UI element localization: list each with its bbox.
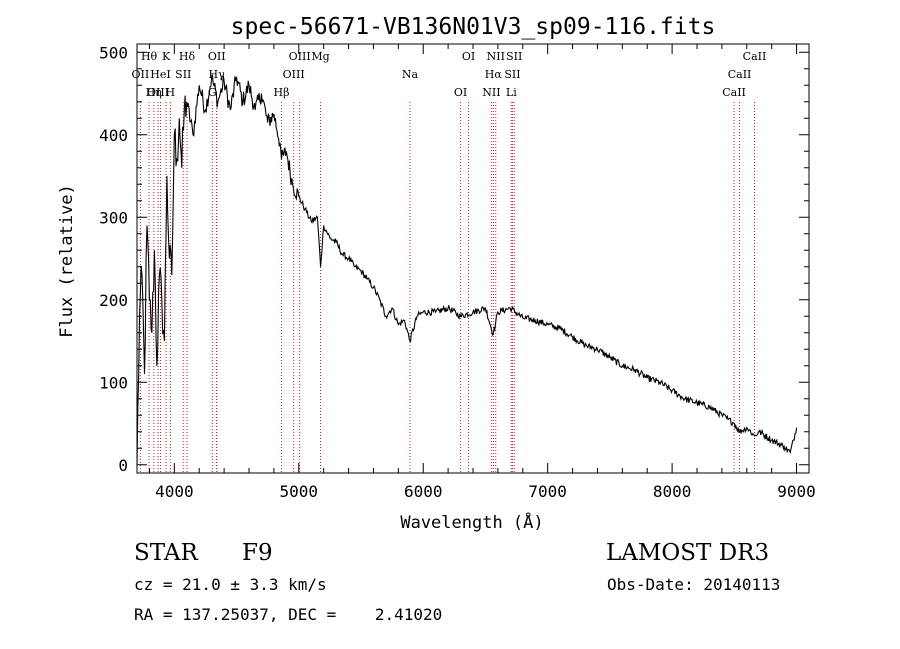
spectral-line-label-5: Hη: [146, 86, 162, 99]
x-tick-label-0: 4000: [155, 482, 194, 501]
spectral-line-label-0: Hθ: [141, 50, 158, 63]
spectral-line-label-12: OIII: [289, 50, 311, 63]
y-tick-label-0: 0: [118, 456, 128, 475]
obs-date: Obs-Date: 20140113: [607, 575, 781, 594]
x-axis-label: Wavelength (Å): [400, 511, 543, 533]
spectral-line-label-19: Hα: [485, 68, 503, 81]
spectral-line-label-24: SII: [506, 50, 522, 63]
y-tick-label-4: 400: [99, 126, 128, 145]
redshift-cz: cz = 21.0 ± 3.3 km/s: [134, 575, 327, 594]
spectral-line-label-14: Hβ: [274, 86, 290, 99]
spectral-line-label-11: G: [208, 86, 217, 99]
spectral-line-label-1: OII: [132, 68, 150, 81]
spectral-lines-layer: HθOIIOIIIKHeIHηHδSIIHOIIHγGOIIIOIIIHβMgN…: [132, 50, 767, 473]
plot-frame: [136, 43, 810, 474]
spectral-line-label-27: CaII: [743, 50, 767, 63]
spectral-line-label-4: HeI: [150, 68, 170, 81]
survey-name: LAMOST DR3: [606, 540, 770, 566]
object-class: STAR: [134, 540, 198, 566]
y-tick-label-3: 300: [99, 208, 128, 227]
spectral-line-label-16: Na: [402, 68, 419, 81]
spectral-line-label-22: SII: [504, 68, 520, 81]
spectral-line-label-7: SII: [175, 68, 191, 81]
series-layer: [136, 74, 798, 465]
spectral-line-label-26: CaII: [722, 86, 746, 99]
x-tick-label-2: 6000: [404, 482, 443, 501]
series-line-0: [136, 74, 798, 465]
spectral-line-label-25: CaII: [728, 68, 752, 81]
axes-layer: 4000 5000 6000 7000 8000 9000 0 100 200 300 400 500: [99, 43, 816, 501]
spectral-line-label-21: NII: [487, 50, 505, 63]
y-tick-label-5: 500: [99, 43, 128, 62]
x-tick-label-4: 8000: [653, 482, 692, 501]
spectral-line-label-20: NII: [482, 86, 500, 99]
x-tick-label-1: 5000: [280, 482, 319, 501]
y-axis-label: Flux (relative): [57, 184, 77, 338]
spectral-line-label-6: Hδ: [179, 50, 196, 63]
x-tick-label-5: 9000: [777, 482, 816, 501]
spectral-line-label-3: K: [162, 50, 171, 63]
spectral-line-label-17: OI: [454, 86, 467, 99]
y-tick-label-1: 100: [99, 373, 128, 392]
spectral-line-label-2: OIII: [147, 86, 169, 99]
spectral-line-label-23: Li: [506, 86, 517, 99]
chart-title: spec-56671-VB136N01V3_sp09-116.fits: [231, 14, 716, 40]
ra-dec: RA = 137.25037, DEC = 2.41020: [134, 605, 443, 624]
spectral-line-label-8: H: [166, 86, 176, 99]
spectral-line-label-9: OII: [208, 50, 226, 63]
spectral-line-label-15: Mg: [311, 50, 329, 63]
spectral-line-label-18: OI: [462, 50, 475, 63]
x-tick-label-3: 7000: [528, 482, 567, 501]
spectral-line-label-13: OIII: [283, 68, 305, 81]
y-tick-label-2: 200: [99, 291, 128, 310]
object-subclass: F9: [242, 540, 273, 566]
